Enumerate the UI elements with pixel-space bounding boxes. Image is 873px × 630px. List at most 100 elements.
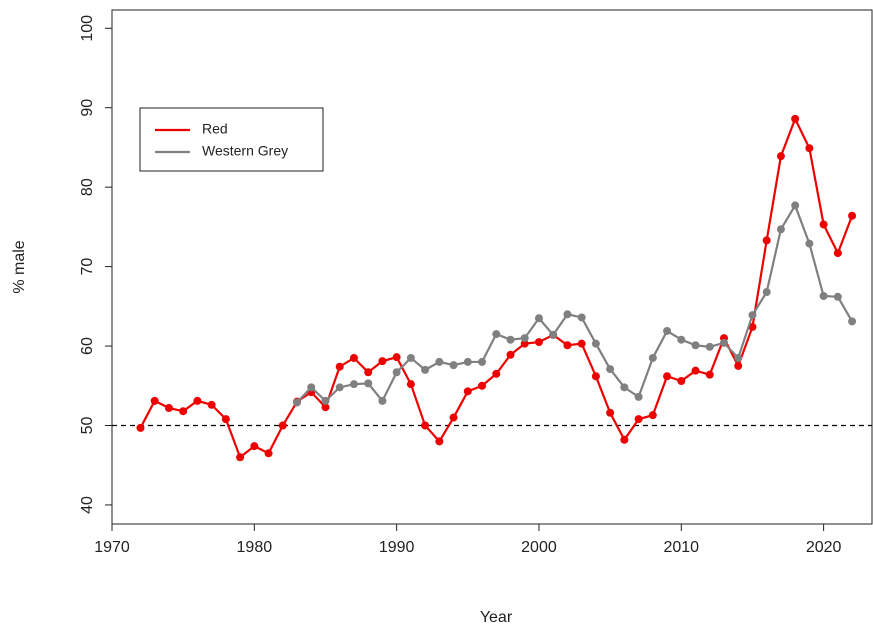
- data-point: [591, 339, 600, 348]
- y-tick-label: 100: [79, 15, 96, 42]
- data-point: [193, 396, 202, 405]
- data-point: [463, 357, 472, 366]
- data-point: [136, 423, 145, 432]
- data-point: [748, 322, 757, 331]
- data-point: [207, 400, 216, 409]
- data-point: [406, 353, 415, 362]
- data-point: [833, 292, 842, 301]
- data-point: [805, 144, 814, 153]
- data-point: [848, 317, 857, 326]
- data-point: [791, 114, 800, 123]
- data-point: [478, 381, 487, 390]
- data-point: [179, 407, 188, 416]
- data-point: [549, 330, 558, 339]
- data-point: [634, 415, 643, 424]
- data-point: [264, 449, 273, 458]
- data-point: [819, 220, 828, 229]
- plot-frame: [111, 9, 873, 525]
- data-point: [606, 365, 615, 374]
- y-tick-label: 50: [79, 416, 96, 434]
- legend-label: Western Grey: [202, 143, 288, 159]
- data-point: [776, 225, 785, 234]
- data-point: [150, 396, 159, 405]
- data-point: [563, 341, 572, 350]
- x-tick-label: 1970: [94, 539, 130, 556]
- data-point: [506, 335, 515, 344]
- x-tick-label: 2020: [806, 539, 842, 556]
- data-point: [691, 366, 700, 375]
- data-point: [221, 415, 230, 424]
- data-point: [349, 380, 358, 389]
- data-point: [577, 339, 586, 348]
- data-point: [705, 370, 714, 379]
- data-point: [321, 396, 330, 405]
- data-point: [663, 372, 672, 381]
- y-axis-title: % male: [11, 240, 28, 293]
- data-point: [776, 152, 785, 161]
- legend-box: [139, 107, 324, 172]
- data-point: [321, 403, 330, 412]
- data-point: [378, 396, 387, 405]
- data-point: [463, 387, 472, 396]
- data-point: [449, 361, 458, 370]
- data-point: [406, 380, 415, 389]
- data-point: [734, 353, 743, 362]
- y-tick-label: 60: [79, 337, 96, 355]
- data-point: [378, 357, 387, 366]
- data-point: [236, 453, 245, 462]
- data-point: [534, 338, 543, 347]
- x-tick-label: 2000: [521, 539, 557, 556]
- data-point: [634, 392, 643, 401]
- data-point: [435, 437, 444, 446]
- data-point: [719, 338, 728, 347]
- data-point: [278, 421, 287, 430]
- data-point: [293, 398, 302, 407]
- data-point: [520, 339, 529, 348]
- data-point: [520, 334, 529, 343]
- data-point: [449, 413, 458, 422]
- data-point: [492, 330, 501, 339]
- data-point: [606, 408, 615, 417]
- data-point: [805, 239, 814, 248]
- data-point: [677, 335, 686, 344]
- data-point: [833, 249, 842, 258]
- x-tick-label: 2010: [663, 539, 699, 556]
- data-point: [734, 361, 743, 370]
- data-point: [819, 291, 828, 300]
- data-point: [762, 288, 771, 297]
- x-tick-label: 1980: [237, 539, 273, 556]
- data-point: [563, 310, 572, 319]
- data-point: [349, 353, 358, 362]
- data-point: [648, 411, 657, 420]
- data-point: [691, 341, 700, 350]
- data-point: [648, 353, 657, 362]
- data-point: [335, 383, 344, 392]
- y-tick-label: 90: [79, 99, 96, 117]
- y-tick-label: 70: [79, 258, 96, 276]
- data-point: [421, 365, 430, 374]
- data-point: [577, 313, 586, 322]
- data-point: [748, 311, 757, 320]
- data-point: [663, 326, 672, 335]
- data-point: [705, 342, 714, 351]
- data-point: [492, 369, 501, 378]
- data-point: [435, 357, 444, 366]
- data-point: [335, 362, 344, 371]
- data-point: [620, 435, 629, 444]
- data-point: [478, 357, 487, 366]
- x-axis-title: Year: [480, 609, 513, 626]
- data-point: [307, 383, 316, 392]
- data-point: [762, 236, 771, 245]
- data-point: [677, 377, 686, 386]
- data-point: [591, 372, 600, 381]
- data-point: [392, 353, 401, 362]
- data-point: [534, 314, 543, 323]
- legend-label: Red: [202, 121, 228, 137]
- y-tick-label: 40: [79, 496, 96, 514]
- data-point: [364, 368, 373, 377]
- data-point: [421, 421, 430, 430]
- x-tick-label: 1990: [379, 539, 415, 556]
- data-point: [250, 442, 259, 451]
